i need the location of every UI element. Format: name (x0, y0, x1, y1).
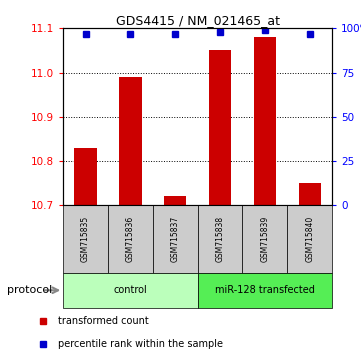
Bar (243, 205, 287, 273)
Title: GDS4415 / NM_021465_at: GDS4415 / NM_021465_at (116, 14, 280, 27)
Bar (287, 205, 332, 273)
Text: GSM715835: GSM715835 (81, 216, 90, 262)
Text: GSM715840: GSM715840 (305, 216, 314, 262)
Text: GSM715838: GSM715838 (216, 216, 225, 262)
Text: protocol: protocol (7, 285, 52, 295)
Bar (198, 205, 243, 273)
Text: control: control (114, 285, 147, 295)
Bar (198, 273, 332, 308)
Bar (63, 273, 198, 308)
Text: GSM715836: GSM715836 (126, 216, 135, 262)
Bar (63, 205, 108, 273)
Text: GSM715839: GSM715839 (260, 216, 269, 262)
Text: miR-128 transfected: miR-128 transfected (215, 285, 315, 295)
Bar (209, 50, 231, 205)
Bar (119, 77, 142, 205)
Bar (108, 205, 153, 273)
Bar (164, 196, 186, 205)
Bar (254, 37, 276, 205)
Bar (74, 148, 97, 205)
Bar (299, 183, 321, 205)
Text: transformed count: transformed count (58, 316, 148, 326)
Bar (153, 205, 198, 273)
Text: GSM715837: GSM715837 (171, 216, 180, 262)
Text: percentile rank within the sample: percentile rank within the sample (58, 339, 223, 349)
